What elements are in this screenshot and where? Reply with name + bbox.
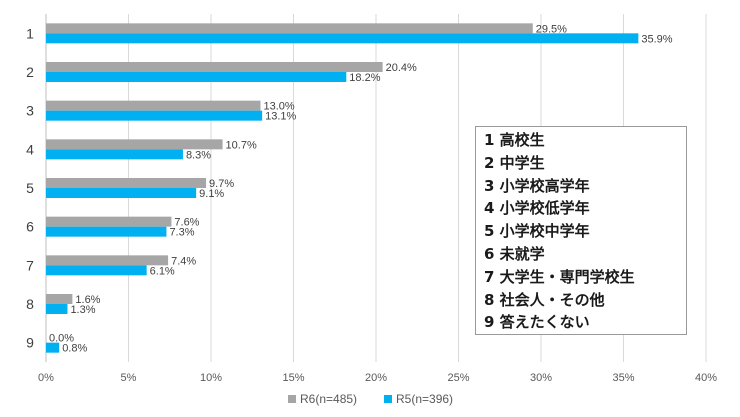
- category-label: 3: [26, 103, 34, 119]
- category-label: 4: [26, 141, 34, 157]
- data-label: 7.4%: [171, 255, 196, 267]
- key-item: 7 大学生・専門学校生: [484, 267, 635, 286]
- data-labels: 29.5% 35.9% 20.4% 18.2% 13.0%13.1% 10.7% 8.3% 9…: [49, 23, 673, 354]
- key-item: 2 中学生: [484, 153, 545, 172]
- data-label: 0.8%: [62, 343, 87, 355]
- x-tick-label: 20%: [365, 372, 387, 384]
- x-tick-label: 35%: [612, 372, 634, 384]
- x-axis-tick-labels: 0% 5% 10% 15% 20% 25% 30% 35% 40%: [38, 372, 717, 384]
- legend-swatch: [288, 395, 296, 403]
- x-tick-label: 30%: [530, 372, 552, 384]
- data-label: 1.6%: [75, 294, 100, 306]
- category-label: 8: [26, 296, 34, 312]
- key-item: 4 小学校低学年: [484, 199, 590, 218]
- x-tick-label: 25%: [447, 372, 469, 384]
- bar-r5: [46, 342, 60, 353]
- bar-r6: [46, 23, 533, 34]
- bar-r5: [46, 33, 639, 44]
- category-label: 5: [26, 180, 34, 196]
- data-label: 29.5%: [536, 23, 567, 35]
- category-label: 1: [26, 25, 34, 41]
- data-label: 10.7%: [226, 139, 257, 151]
- legend-swatch: [384, 395, 392, 403]
- bar-r6: [46, 216, 172, 227]
- x-tick-label: 15%: [282, 372, 304, 384]
- x-tick-label: 0%: [38, 372, 54, 384]
- legend-label: R6(n=485): [300, 392, 357, 406]
- legend-label: R5(n=396): [396, 392, 453, 406]
- bar-r5: [46, 110, 263, 121]
- category-labels: 1 2 3 4 5 6 7 8 9: [26, 25, 34, 350]
- bar-r6: [46, 62, 383, 72]
- data-label: 18.2%: [349, 72, 380, 84]
- bar-r6: [46, 100, 261, 111]
- data-label: 20.4%: [386, 62, 417, 74]
- data-label: 8.3%: [186, 149, 211, 161]
- data-label: 35.9%: [641, 33, 672, 45]
- bars: [46, 23, 639, 353]
- key-item: 5 小学校中学年: [484, 222, 590, 241]
- data-label: 7.6%: [174, 217, 199, 229]
- bar-r6: [46, 255, 169, 266]
- bar-r6: [46, 139, 223, 150]
- data-label: 1.3%: [70, 304, 95, 316]
- category-label: 2: [26, 64, 34, 80]
- bar-r5: [46, 72, 347, 82]
- data-label: 13.0%: [264, 101, 295, 113]
- data-label: 0.0%: [49, 333, 74, 345]
- data-label: 13.1%: [265, 111, 296, 123]
- category-label: 6: [26, 219, 34, 235]
- bar-r5: [46, 226, 167, 237]
- key-item: 6 未就学: [484, 244, 545, 263]
- category-label: 9: [26, 335, 34, 351]
- data-label: 9.1%: [199, 188, 224, 200]
- bar-r5: [46, 149, 183, 160]
- data-label: 7.3%: [169, 227, 194, 239]
- legend: R6(n=485) R5(n=396): [288, 392, 453, 406]
- category-label: 7: [26, 257, 34, 273]
- bar-r5: [46, 304, 68, 314]
- x-tick-label: 10%: [200, 372, 222, 384]
- key-item: 3 小学校高学年: [484, 176, 590, 195]
- data-label: 6.1%: [150, 265, 175, 277]
- key-item: 8 社会人・その他: [484, 290, 605, 309]
- key-item: 1 高校生: [484, 131, 545, 149]
- x-tick-label: 40%: [695, 372, 717, 384]
- bar-r6: [46, 178, 207, 188]
- bar-r6: [46, 294, 73, 304]
- bar-r5: [46, 265, 147, 276]
- category-key-box: 1 高校生 2 中学生 3 小学校高学年 4 小学校低学年 5 小学校中学年 6…: [475, 126, 687, 335]
- data-label: 9.7%: [209, 178, 234, 190]
- key-item: 9 答えたくない: [484, 313, 590, 332]
- bar-r5: [46, 188, 197, 198]
- x-tick-label: 5%: [121, 372, 137, 384]
